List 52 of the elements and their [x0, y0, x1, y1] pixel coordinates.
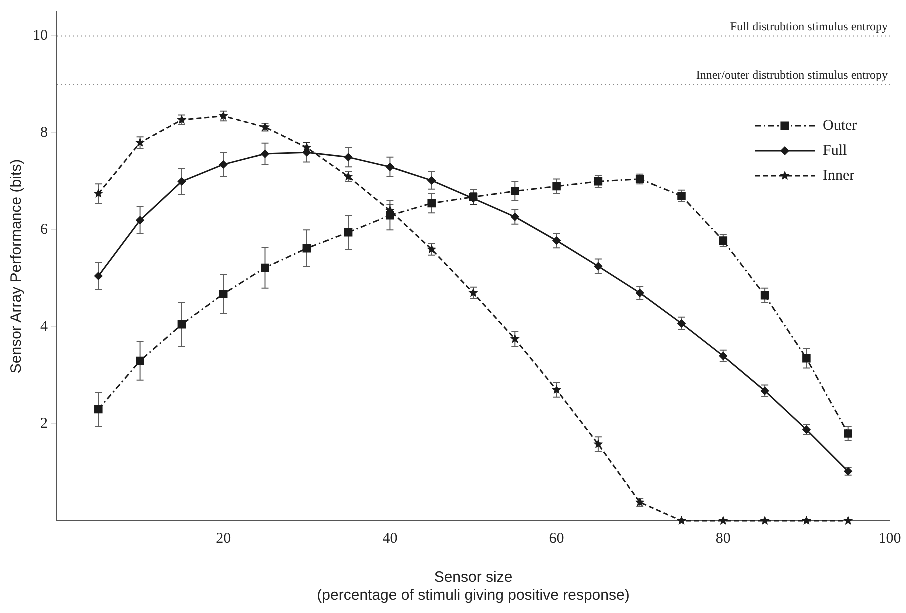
- point: [760, 291, 770, 300]
- point: [844, 430, 852, 438]
- x-tick-label: 100: [878, 530, 902, 547]
- point: [344, 153, 353, 162]
- point: [510, 334, 520, 344]
- point: [94, 188, 104, 198]
- point: [676, 516, 687, 526]
- y-tick-label: 2: [40, 416, 48, 432]
- point: [386, 163, 394, 172]
- x-tick-label: 60: [549, 530, 564, 547]
- point: [261, 150, 270, 158]
- point: [760, 516, 770, 526]
- point: [802, 516, 812, 526]
- x-tick-label: 80: [716, 530, 731, 547]
- point: [552, 182, 561, 191]
- y-tick-label: 10: [33, 28, 48, 44]
- point: [594, 262, 603, 271]
- point: [844, 516, 854, 526]
- point: [802, 354, 811, 363]
- y-tick-label: 6: [40, 222, 48, 238]
- point: [261, 264, 270, 272]
- legend-label: Outer: [823, 118, 858, 134]
- point: [94, 405, 103, 414]
- point: [636, 289, 644, 298]
- x-axis-title: Sensor size (percentage of stimuli giving positive response): [317, 569, 630, 604]
- point: [552, 236, 561, 245]
- point: [552, 385, 562, 394]
- point: [219, 290, 228, 298]
- y-tick-label: 8: [40, 125, 48, 142]
- point: [428, 176, 436, 185]
- point: [678, 320, 686, 328]
- y-tick-label: 4: [40, 319, 48, 336]
- point: [594, 439, 604, 448]
- point: [178, 320, 186, 329]
- y-axis-title: Sensor Array Performance (bits): [8, 159, 26, 374]
- point: [136, 356, 144, 366]
- ref-line-label: Inner/outer distrubtion stimulus entropy: [696, 68, 888, 82]
- point: [136, 216, 144, 225]
- point: [220, 160, 228, 169]
- legend-label: Inner: [823, 168, 855, 184]
- x-tick-label: 20: [216, 530, 232, 547]
- point: [344, 228, 353, 237]
- x-tick-label: 40: [382, 530, 398, 547]
- point: [428, 199, 436, 208]
- ref-line-label: Full distrubtion stimulus entropy: [730, 19, 888, 34]
- point: [511, 212, 520, 222]
- legend-label: Full: [823, 142, 848, 159]
- point: [302, 244, 312, 253]
- point: [511, 187, 520, 196]
- point: [178, 178, 186, 186]
- point: [94, 272, 103, 280]
- point: [718, 516, 728, 526]
